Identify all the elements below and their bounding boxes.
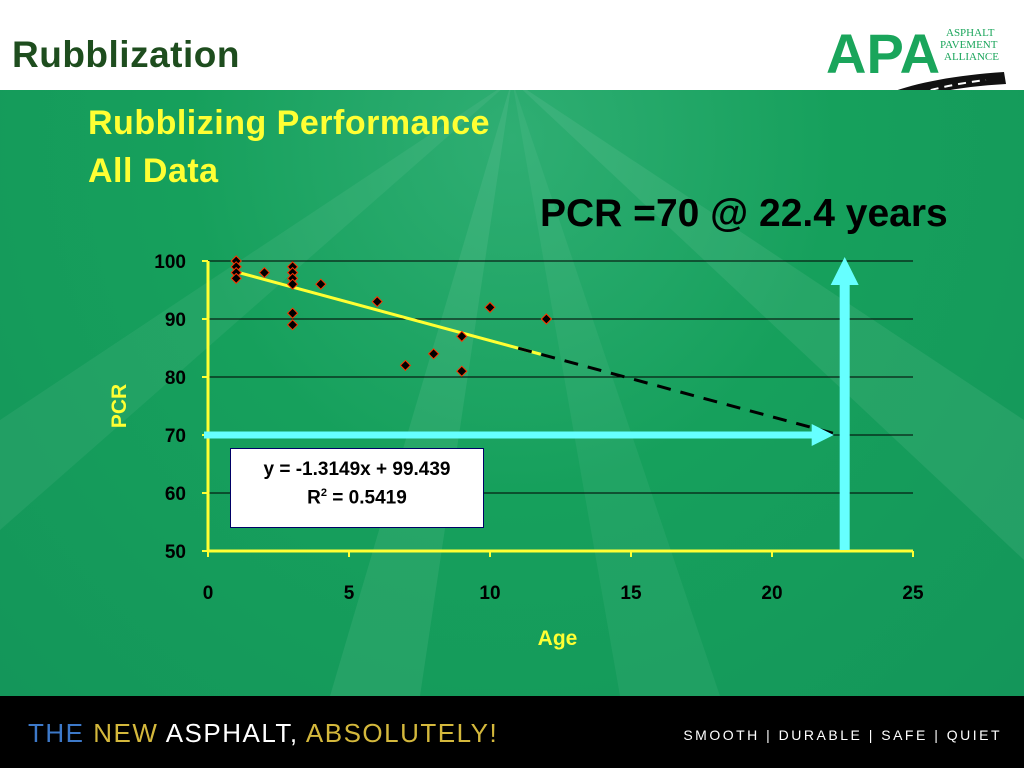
trendline-equation: y = -1.3149x + 99.439	[263, 459, 451, 480]
y-tick-label-50: 50	[165, 542, 186, 563]
x-tick-label-10: 10	[479, 583, 500, 604]
data-point-12	[371, 295, 383, 308]
y-tick-label-60: 60	[165, 484, 186, 505]
logo-letters: APA	[826, 22, 940, 85]
logo-line3: ALLIANCE	[944, 51, 999, 63]
x-axis-label: Age	[538, 627, 578, 650]
chart-title-line2: All Data	[88, 152, 219, 190]
data-point-10	[286, 319, 299, 331]
data-point-16	[456, 365, 468, 377]
slide-title: Rubblization	[12, 34, 240, 75]
x-tick-label-5: 5	[344, 583, 355, 604]
trendline-fit	[235, 270, 542, 356]
chart-annotation: PCR =70 @ 22.4 years	[540, 192, 948, 235]
logo-line2: PAVEMENT	[940, 39, 998, 51]
data-point-11	[315, 278, 327, 290]
x-tick-label-20: 20	[761, 583, 782, 604]
footer-slogan: SMOOTH | DURABLE | SAFE | QUIET	[683, 727, 1002, 743]
slide-footer: THE NEW ASPHALT, ABSOLUTELY! SMOOTH | DU…	[0, 696, 1024, 768]
tagline-new: NEW	[93, 718, 159, 748]
target-arrowhead-horizontal	[811, 424, 834, 446]
slide-body: Rubblizing Performance All Data PCR =70 …	[0, 90, 1024, 696]
x-tick-label-15: 15	[620, 583, 642, 604]
y-tick-label-90: 90	[165, 310, 186, 331]
data-point-3	[230, 272, 242, 285]
y-tick-label-100: 100	[154, 252, 186, 273]
trendline-equation-box: y = -1.3149x + 99.439 R2 = 0.5419	[230, 448, 484, 528]
data-point-17	[484, 301, 496, 314]
tagline-absolutely: ABSOLUTELY!	[305, 718, 499, 748]
y-axis-label: PCR	[108, 384, 131, 428]
y-tick-label-70: 70	[165, 426, 186, 447]
scatter-chart: 50 60 70 80 90 100 0 5 10 15 20 25 Age PCR	[108, 252, 924, 650]
data-point-13	[399, 359, 412, 372]
data-point-4	[258, 266, 271, 279]
x-tick-label-25: 25	[902, 583, 924, 604]
data-point-9	[286, 307, 299, 319]
data-point-18	[540, 313, 553, 325]
data-point-8	[286, 278, 299, 290]
tagline-the: THE	[28, 718, 85, 748]
logo-line1: ASPHALT	[946, 27, 995, 39]
trendline-extrapolation	[517, 346, 841, 437]
target-arrowhead-vertical	[830, 257, 859, 285]
data-point-15	[456, 330, 468, 343]
chart-title-line1: Rubblizing Performance	[88, 104, 491, 142]
tagline-asphalt: ASPHALT,	[165, 718, 299, 748]
logo-road-icon	[838, 72, 1006, 126]
data-point-14	[427, 348, 440, 360]
slide-header: Rubblization APA ASPHALT PAVEMENT ALLIAN…	[0, 0, 1024, 126]
y-tick-label-80: 80	[165, 368, 186, 389]
x-tick-label-0: 0	[203, 583, 214, 604]
trendline-r-squared: R2 = 0.5419	[307, 487, 407, 509]
light-beams-decoration	[0, 90, 1024, 696]
footer-tagline: THE NEW ASPHALT, ABSOLUTELY!	[28, 718, 498, 749]
